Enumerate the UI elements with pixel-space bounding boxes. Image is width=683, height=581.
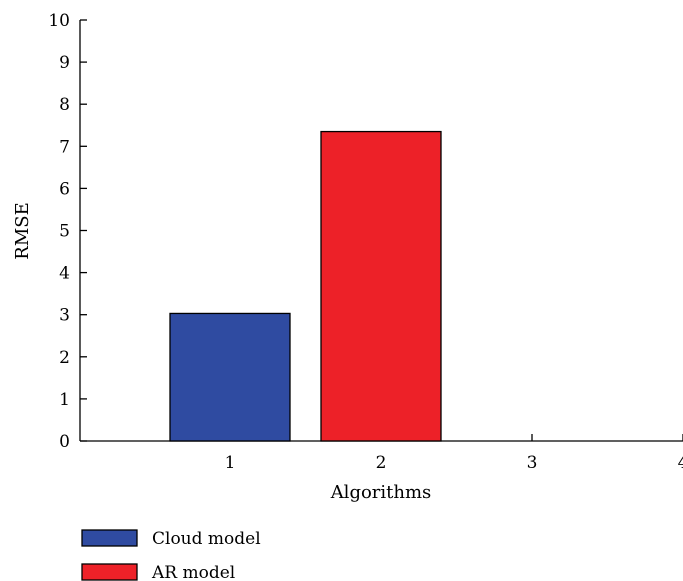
bar-2 [320, 130, 442, 442]
x-tick-label: 1 [225, 453, 236, 473]
x-tick-label: 3 [527, 453, 538, 473]
y-axis-title: RMSE [12, 202, 33, 259]
y-tick-label: 8 [59, 95, 70, 115]
y-tick-label: 4 [59, 264, 70, 284]
bar-1 [169, 312, 291, 442]
x-tick-label: 2 [376, 453, 387, 473]
y-tick-label: 2 [59, 348, 70, 368]
y-tick-label: 0 [59, 432, 70, 452]
bars [169, 130, 442, 442]
legend: Cloud model AR model [81, 529, 261, 581]
legend-label: Cloud model [152, 529, 261, 549]
y-tick-label: 6 [59, 179, 70, 199]
x-axis-title: Algorithms [330, 482, 432, 503]
legend-swatch [81, 529, 138, 547]
y-tick-label: 3 [59, 306, 70, 326]
x-tick-label: 4 [678, 453, 683, 473]
y-axis: 0 1 2 3 4 5 6 7 8 9 10 [48, 11, 87, 452]
y-tick-label: 5 [59, 222, 70, 242]
y-tick-label: 10 [48, 11, 70, 31]
legend-swatch [81, 563, 138, 581]
y-tick-label: 1 [59, 390, 70, 410]
y-tick-label: 7 [59, 137, 70, 157]
y-tick-label: 9 [59, 53, 70, 73]
legend-label: AR model [151, 563, 235, 581]
